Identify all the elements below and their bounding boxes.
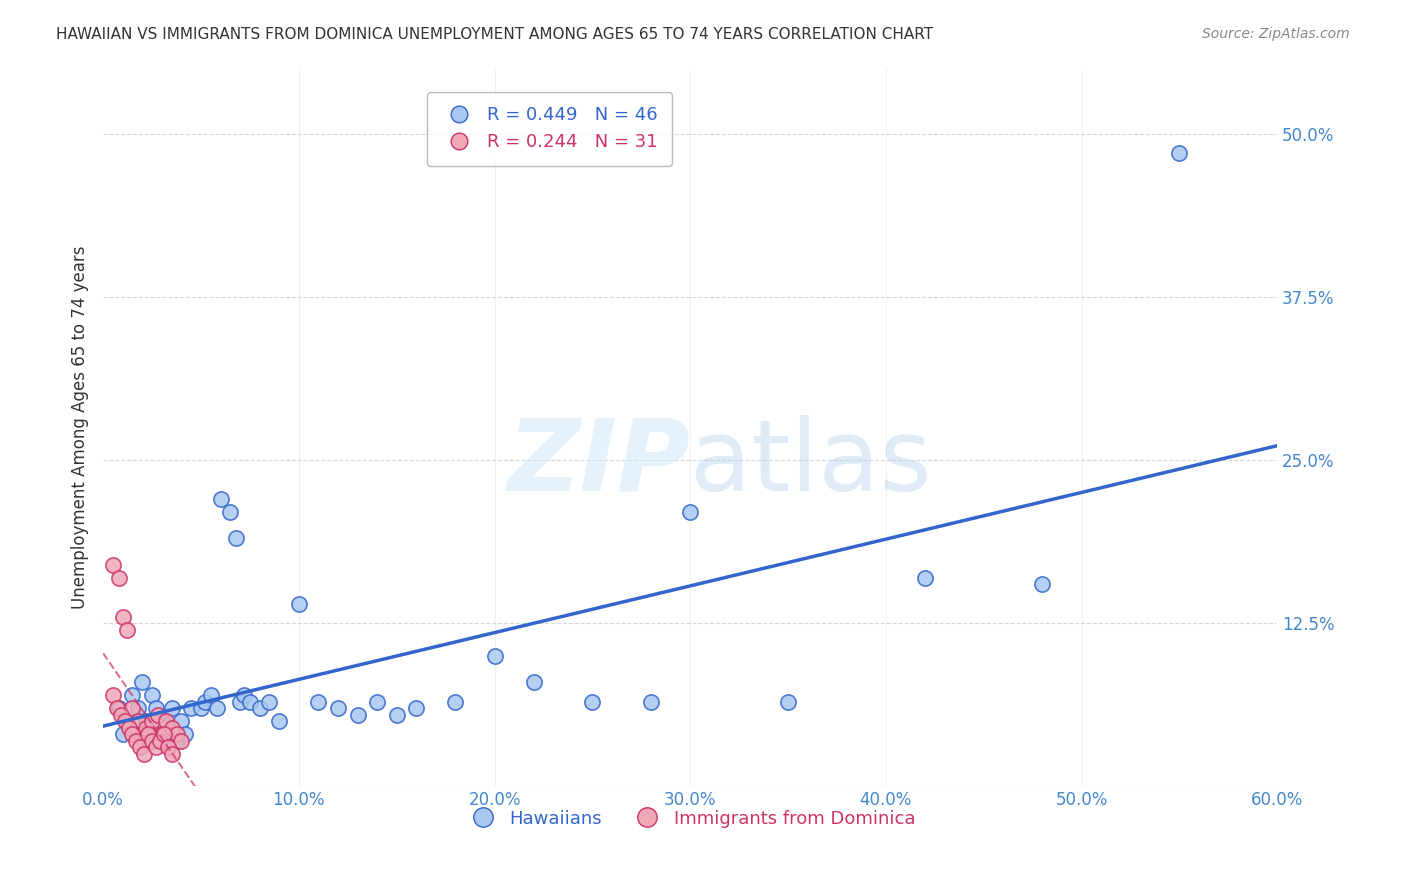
Point (115, 714, 138, 729)
Point (125, 733, 148, 747)
Point (127, 701, 149, 715)
Point (117, 721, 139, 735)
Point (229, 695, 252, 709)
Point (190, 701, 212, 715)
Point (141, 688, 163, 702)
Point (121, 727, 143, 741)
Point (219, 505, 242, 519)
Point (101, 688, 124, 702)
Point (111, 609, 134, 624)
Point (366, 695, 388, 709)
Point (269, 714, 291, 729)
Point (135, 714, 157, 729)
Point (776, 695, 799, 709)
Point (914, 571, 936, 585)
Point (385, 707, 408, 722)
Point (150, 714, 173, 729)
Point (145, 701, 167, 715)
Point (346, 707, 368, 722)
Point (405, 701, 427, 715)
Point (170, 733, 193, 747)
Point (145, 740, 167, 755)
Point (141, 733, 163, 747)
Point (233, 688, 256, 702)
Point (115, 623, 138, 637)
Point (166, 733, 188, 747)
Point (239, 695, 262, 709)
Point (134, 747, 156, 761)
Point (111, 727, 134, 741)
Point (194, 695, 217, 709)
Text: HAWAIIAN VS IMMIGRANTS FROM DOMINICA UNEMPLOYMENT AMONG AGES 65 TO 74 YEARS CORR: HAWAIIAN VS IMMIGRANTS FROM DOMINICA UNE… (56, 27, 934, 42)
Point (259, 695, 281, 709)
Point (225, 532, 247, 546)
Point (107, 701, 129, 715)
Point (101, 558, 124, 572)
Point (288, 597, 311, 611)
Point (170, 714, 193, 729)
Point (200, 688, 222, 702)
Point (160, 721, 183, 735)
Point (136, 727, 159, 741)
Point (155, 714, 177, 729)
Point (155, 727, 177, 741)
Point (160, 747, 183, 761)
Point (146, 707, 169, 722)
Point (149, 733, 172, 747)
Point (152, 727, 174, 741)
Point (107, 571, 129, 585)
Point (121, 701, 143, 715)
Legend: Hawaiians, Immigrants from Dominica: Hawaiians, Immigrants from Dominica (457, 803, 924, 835)
Point (114, 714, 136, 729)
Point (174, 727, 197, 741)
Point (141, 714, 163, 729)
Point (110, 707, 132, 722)
Y-axis label: Unemployment Among Ages 65 to 74 years: Unemployment Among Ages 65 to 74 years (72, 246, 89, 609)
Point (326, 701, 349, 715)
Point (484, 648, 506, 663)
Point (150, 727, 173, 741)
Point (581, 695, 603, 709)
Point (166, 727, 188, 741)
Text: ZIP: ZIP (508, 415, 690, 512)
Point (1168, 146, 1191, 161)
Point (156, 740, 179, 755)
Point (180, 701, 202, 715)
Point (131, 675, 153, 690)
Point (127, 714, 149, 729)
Point (131, 727, 153, 741)
Point (160, 701, 183, 715)
Point (307, 695, 329, 709)
Point (523, 675, 546, 690)
Point (121, 688, 143, 702)
Point (205, 701, 228, 715)
Text: atlas: atlas (690, 415, 932, 512)
Point (640, 695, 662, 709)
Point (444, 695, 467, 709)
Point (679, 505, 702, 519)
Point (249, 701, 271, 715)
Point (129, 740, 152, 755)
Text: Source: ZipAtlas.com: Source: ZipAtlas.com (1202, 27, 1350, 41)
Point (105, 701, 128, 715)
Point (135, 721, 157, 735)
Point (1031, 577, 1053, 591)
Point (209, 492, 232, 507)
